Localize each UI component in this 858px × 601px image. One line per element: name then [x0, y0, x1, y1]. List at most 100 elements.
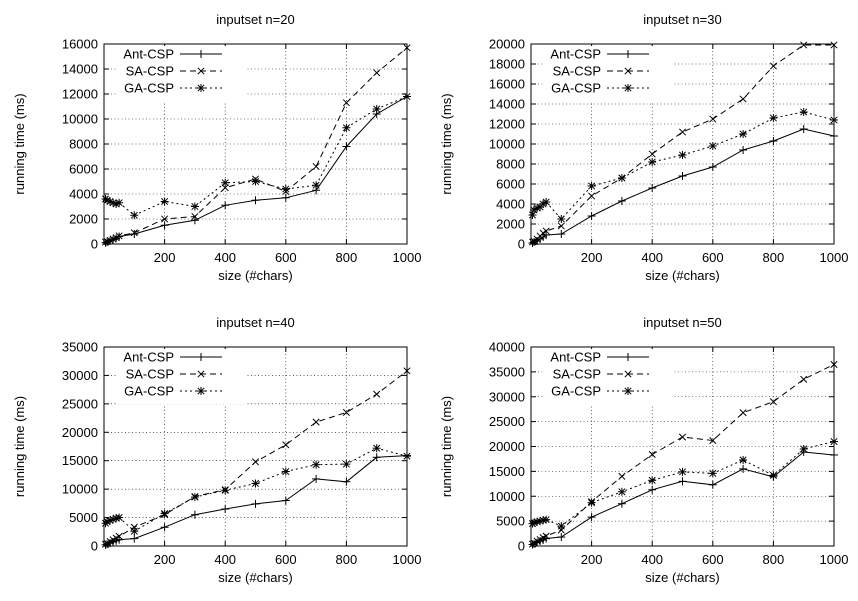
- series-line: [105, 370, 408, 545]
- marker-point: [624, 370, 632, 378]
- series-line: [105, 96, 408, 244]
- y-tick-label: 10000: [489, 137, 525, 152]
- marker-point: [190, 493, 199, 502]
- y-tick-label: 40000: [489, 340, 525, 355]
- marker-point: [130, 527, 139, 536]
- y-axis-label: running time (ms): [12, 93, 27, 194]
- marker-point: [312, 474, 321, 483]
- y-tick-label: 0: [91, 539, 98, 554]
- x-tick-label: 200: [581, 552, 603, 567]
- marker-point: [342, 477, 351, 486]
- x-tick-label: 600: [702, 552, 724, 567]
- x-tick-label: 800: [336, 552, 358, 567]
- y-tick-label: 35000: [62, 340, 98, 355]
- marker-point: [403, 44, 411, 52]
- x-tick-label: 400: [641, 250, 663, 265]
- marker-point: [197, 67, 205, 75]
- y-axis-label: running time (ms): [439, 396, 454, 497]
- marker-point: [115, 232, 123, 240]
- x-tick-label: 400: [214, 250, 236, 265]
- marker-point: [542, 231, 551, 239]
- legend-label: SA-CSP: [553, 367, 601, 382]
- x-tick-label: 800: [763, 250, 785, 265]
- marker-point: [708, 142, 717, 150]
- legend-label: Ant-CSP: [123, 47, 174, 62]
- chart-panel-1: inputset n=20 0 2000 4000 6000 8000 10000 12000…: [12, 12, 421, 283]
- marker-point: [190, 216, 199, 225]
- marker-point: [800, 41, 808, 49]
- y-tick-label: 2000: [496, 217, 525, 232]
- marker-point: [708, 163, 717, 171]
- x-tick-label: 600: [275, 552, 297, 567]
- series-line: [532, 451, 835, 545]
- y-tick-label: 25000: [62, 396, 98, 411]
- marker-point: [251, 196, 260, 205]
- marker-point: [115, 513, 124, 522]
- marker-point: [190, 510, 199, 519]
- y-tick-label: 14000: [489, 97, 525, 112]
- legend-label: GA-CSP: [551, 384, 601, 399]
- marker-point: [709, 115, 717, 123]
- marker-point: [115, 198, 124, 207]
- marker-point: [624, 67, 632, 75]
- x-tick-label: 1000: [393, 552, 422, 567]
- legend: Ant-CSP SA-CSP GA-CSP: [118, 349, 246, 404]
- marker-point: [312, 162, 320, 171]
- marker-point: [191, 212, 199, 221]
- marker-point: [709, 436, 717, 445]
- chart-title: inputset n=20: [216, 12, 294, 27]
- legend-background: [118, 349, 246, 404]
- marker-point: [587, 182, 596, 190]
- marker-point: [281, 467, 290, 476]
- marker-point: [115, 535, 124, 544]
- marker-point: [101, 238, 110, 246]
- chart-panel-3: inputset n=40 0 5000 10000 15000 20000 25000 30…: [12, 315, 421, 585]
- marker-point: [403, 452, 411, 461]
- y-tick-label: 4000: [496, 197, 525, 212]
- series-line: [105, 447, 408, 532]
- marker-point: [221, 505, 230, 514]
- marker-point: [312, 460, 321, 469]
- legend-background: [118, 46, 246, 101]
- marker-point: [115, 532, 123, 540]
- series-line: [532, 363, 835, 545]
- x-tick-label: 1000: [820, 552, 849, 567]
- marker-point: [542, 227, 550, 235]
- y-tick-label: 6000: [496, 177, 525, 192]
- legend: Ant-CSP SA-CSP GA-CSP: [545, 349, 673, 404]
- marker-point: [739, 464, 748, 473]
- marker-point: [221, 178, 230, 187]
- marker-point: [617, 499, 626, 508]
- series-line: [105, 455, 408, 546]
- x-axis-label: size (#chars): [218, 570, 292, 585]
- marker-point: [557, 215, 566, 223]
- marker-point: [282, 441, 290, 449]
- x-tick-label: 800: [763, 552, 785, 567]
- marker-point: [342, 460, 351, 469]
- x-tick-label: 400: [214, 552, 236, 567]
- marker-point: [539, 229, 547, 237]
- marker-point: [678, 172, 687, 180]
- marker-point: [830, 41, 838, 49]
- legend-label: SA-CSP: [126, 367, 174, 382]
- series-line: [532, 441, 835, 527]
- y-axis-label: running time (ms): [439, 93, 454, 194]
- marker-point: [281, 496, 290, 505]
- marker-point: [799, 444, 808, 453]
- marker-point: [251, 479, 260, 488]
- y-tick-label: 10000: [62, 112, 98, 127]
- marker-point: [739, 146, 748, 154]
- marker-point: [373, 69, 381, 77]
- marker-point: [648, 450, 656, 459]
- marker-point: [830, 437, 838, 446]
- marker-point: [528, 211, 537, 219]
- marker-point: [624, 353, 632, 361]
- marker-point: [130, 534, 139, 543]
- marker-point: [617, 174, 626, 182]
- marker-point: [769, 398, 777, 406]
- marker-point: [557, 522, 566, 531]
- marker-point: [342, 99, 350, 107]
- marker-point: [251, 499, 260, 508]
- marker-point: [197, 370, 205, 378]
- marker-point: [530, 539, 538, 547]
